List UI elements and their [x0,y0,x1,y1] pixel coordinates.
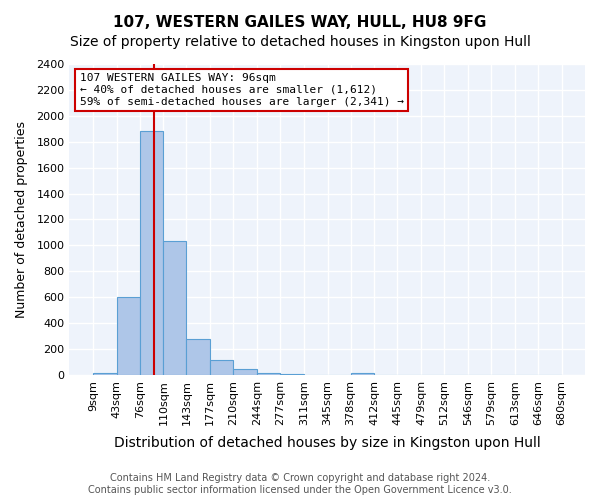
Text: 107 WESTERN GAILES WAY: 96sqm
← 40% of detached houses are smaller (1,612)
59% o: 107 WESTERN GAILES WAY: 96sqm ← 40% of d… [80,74,404,106]
Bar [210,360,233,375]
Bar [257,372,280,375]
Text: 107, WESTERN GAILES WAY, HULL, HU8 9FG: 107, WESTERN GAILES WAY, HULL, HU8 9FG [113,15,487,30]
X-axis label: Distribution of detached houses by size in Kingston upon Hull: Distribution of detached houses by size … [114,436,541,450]
Bar [116,297,140,375]
Bar [280,374,304,375]
Text: Contains HM Land Registry data © Crown copyright and database right 2024.
Contai: Contains HM Land Registry data © Crown c… [88,474,512,495]
Bar [350,372,374,375]
Bar [93,373,116,375]
Bar [233,369,257,375]
Bar [163,242,187,375]
Bar [187,338,210,375]
Y-axis label: Number of detached properties: Number of detached properties [15,121,28,318]
Bar [140,132,163,375]
Text: Size of property relative to detached houses in Kingston upon Hull: Size of property relative to detached ho… [70,35,530,49]
